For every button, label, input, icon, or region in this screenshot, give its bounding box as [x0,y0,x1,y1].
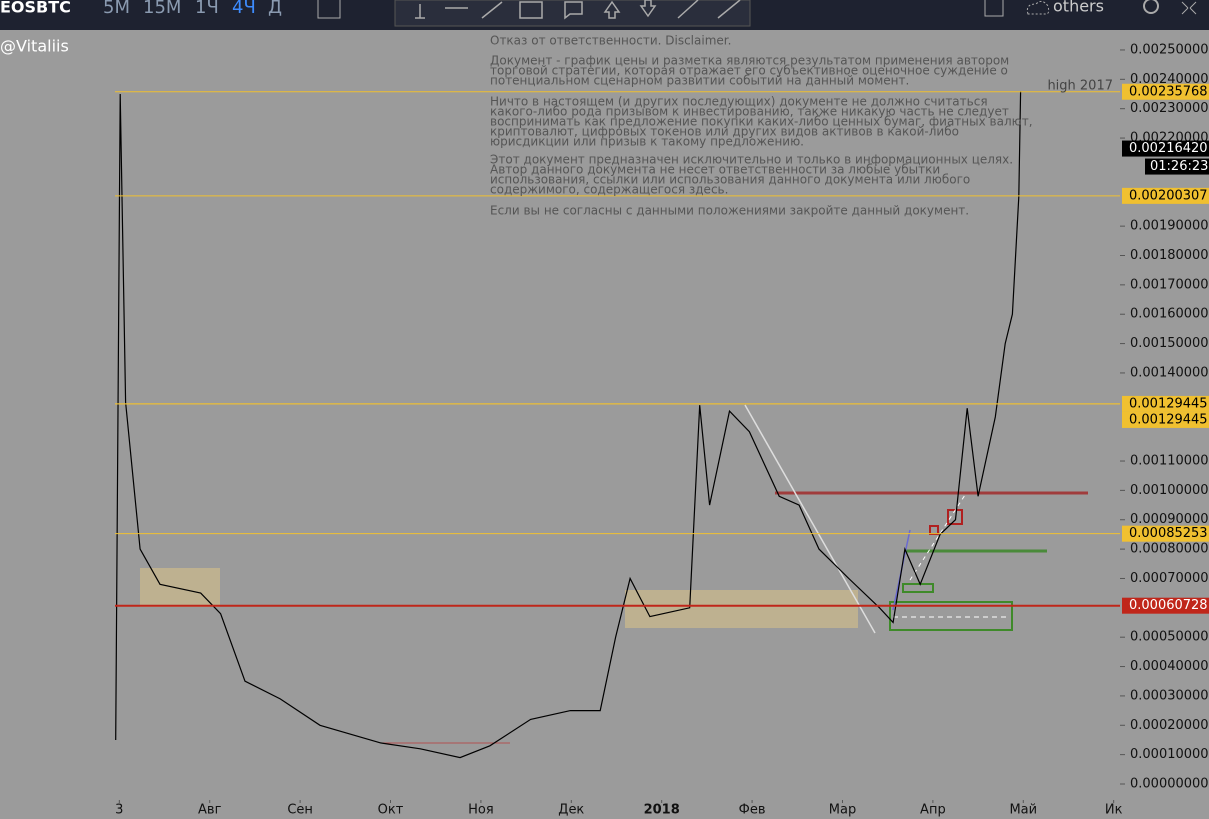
interval[interactable]: 1Ч [195,0,219,18]
x-tick-label: Окт [378,803,404,818]
symbol[interactable]: EOSBTC [0,0,71,17]
y-tick-label: 0.00040000 [1130,659,1209,674]
y-tick-label: 0.00140000 [1130,365,1209,380]
tool-icon[interactable] [639,0,657,18]
level-label-box [1122,597,1209,614]
y-tick-label: 0.00180000 [1130,248,1209,263]
author: @Vitaliis [0,37,69,56]
y-tick-label: 0.00080000 [1130,542,1209,557]
level-label: 0.00085253 [1129,526,1208,541]
countdown: 01:26:23 [1150,159,1208,174]
interval[interactable]: 4Ч [232,0,256,18]
x-tick-label: Сен [287,803,313,818]
tool-icon[interactable] [415,4,425,19]
disclaimer-line: криптовалют, цифровых токенов или других… [490,125,959,139]
y-tick-label: 0.00020000 [1130,718,1209,733]
level-label: 0.00060728 [1129,598,1208,613]
price-line [115,91,1022,759]
y-tick-label: 0.00240000 [1130,72,1209,87]
y-tick-label: 0.00190000 [1130,219,1209,234]
level-label-box [1122,395,1209,412]
annotation: high 2017 [1047,79,1113,94]
disclaimer: Отказ от ответственности. Disclaimer. Док… [490,34,1033,218]
icon[interactable] [1026,0,1050,15]
icon[interactable] [984,0,1004,17]
zone [140,568,220,607]
level-label-box [1122,187,1209,204]
y-tick-label: 0.00010000 [1130,747,1209,762]
disclaimer-line: юрисдикции или призыв к такому предложен… [490,135,804,149]
drawing [744,404,876,634]
x-tick-label: 2018 [644,803,680,818]
disclaimer-line: потенциальном сценарном развитии событий… [490,74,909,88]
drawing [909,494,966,581]
icon[interactable] [317,0,341,19]
fullscreen-icon[interactable] [1181,1,1197,15]
x-tick-label: Мар [829,803,856,818]
x-tick-label: Май [1009,803,1037,818]
x-tick-label: Фев [739,803,766,818]
disclaimer-line: какого-либо рода призывом к инвестирован… [490,105,1009,119]
zone [625,590,858,628]
disclaimer-line: торговой стратегии, которая отражает его… [490,64,1008,78]
level-label: 0.00200307 [1129,188,1208,203]
y-tick-label: 0.00110000 [1130,454,1209,469]
drawing [902,583,934,593]
y-tick-label: 0.00050000 [1130,630,1209,645]
disclaimer-line: Автор данного документа не несет ответст… [490,163,940,177]
x-tick-label: Дек [558,803,584,818]
others[interactable]: others [1053,0,1104,16]
current-price-box [1122,140,1209,157]
disclaimer-line: Этот документ предназначен исключительно… [490,153,1013,167]
y-tick-label: 0.00250000 [1130,42,1209,57]
current-price-label: 0.00216420 [1129,141,1208,156]
disclaimer-line: Если вы не согласны с данными положениям… [490,204,969,218]
interval[interactable]: 5М [103,0,130,18]
tool-icon[interactable] [603,0,621,19]
tool-icon[interactable] [564,1,583,20]
level-label: 0.00129445 [1129,396,1208,411]
y-tick-label: 0.00090000 [1130,512,1209,527]
x-tick-label: Ик [1105,803,1123,818]
x-tick-label: Ноя [468,803,494,818]
y-tick-label: 0.00230000 [1130,101,1209,116]
settings-icon[interactable] [1143,0,1159,14]
disclaimer-line: Ничто в настоящем (и других последующих)… [490,95,988,109]
y-tick-label: 0.00070000 [1130,571,1209,586]
tool-icon[interactable] [519,1,543,19]
y-tick-label: 0.00160000 [1130,307,1209,322]
y-tick-label: 0.00170000 [1130,277,1209,292]
level-label-box [1122,411,1209,428]
level-label-box [1122,525,1209,542]
interval[interactable]: 15М [143,0,181,18]
y-tick-label: 0.00150000 [1130,336,1209,351]
drawing-tools [415,0,741,20]
tool-icon[interactable] [677,0,699,19]
countdown-box [1145,158,1209,175]
level-label: 0.00235768 [1129,84,1208,99]
y-tick-label: 0.00030000 [1130,688,1209,703]
tool-icon[interactable] [717,0,741,19]
y-tick-label: 0.00000000 [1130,776,1209,791]
x-tick-label: Апр [920,803,946,818]
disclaimer-line: Отказ от ответственности. Disclaimer. [490,34,731,48]
interval[interactable]: Д [268,0,282,18]
axes: 0.002500000.002400000.002300000.00220000… [115,42,1209,818]
x-tick-label: 3 [115,803,123,818]
disclaimer-line: содержимого, содержащегося здесь. [490,183,728,197]
level-label: 0.00129445 [1129,412,1208,427]
disclaimer-line: воспринимать как предложение покупки как… [490,115,1033,129]
y-tick-label: 0.00100000 [1130,483,1209,498]
drawing-toolbar [394,0,751,27]
tool-icon[interactable] [481,1,503,19]
intervals: 5М 15М 1Ч 4Ч Д [103,0,282,18]
disclaimer-line: Документ - график цены и разметка являют… [490,54,1009,68]
disclaimer-line: использования, ссылки или использования … [490,173,970,187]
level-label-box [1122,83,1209,100]
plot [115,91,1120,759]
drawing [889,601,1013,631]
x-tick-label: Авг [198,803,222,818]
